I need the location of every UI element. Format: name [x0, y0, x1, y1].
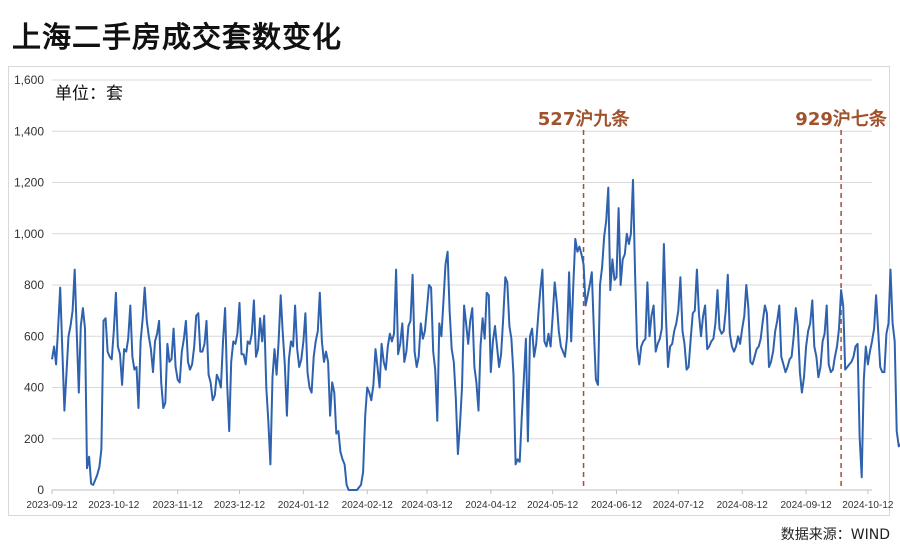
source-note: 数据来源：WIND [780, 527, 890, 543]
x-tick-label: 2024-04-12 [465, 500, 517, 511]
y-tick-label: 1,200 [14, 176, 44, 190]
y-tick-label: 800 [24, 278, 44, 292]
x-tick-label: 2024-08-12 [717, 500, 769, 511]
axes: 0 200 400 600 800 1,000 1,200 1,400 1,600 2023-09… [14, 73, 894, 511]
series-layer [51, 178, 900, 491]
annotation-label: 929沪七条 [795, 108, 888, 130]
y-tick-label: 1,600 [14, 73, 44, 87]
x-tick-label: 2024-03-12 [401, 500, 453, 511]
x-tick-label: 2023-10-12 [88, 500, 140, 511]
y-tick-label: 0 [37, 483, 44, 497]
annotations: 527沪九条 929沪七条 [538, 108, 888, 490]
y-tick-label: 200 [24, 432, 44, 446]
y-tick-label: 1,400 [14, 124, 44, 138]
x-tick-label: 2024-05-12 [527, 500, 579, 511]
grid-lines [52, 79, 872, 491]
x-tick-label: 2024-02-12 [342, 500, 394, 511]
page-title: 上海二手房成交套数变化 [12, 20, 343, 54]
x-tick-label: 2024-06-12 [591, 500, 643, 511]
y-tick-label: 600 [24, 329, 44, 343]
x-tick-label: 2023-12-12 [214, 500, 266, 511]
x-tick-label: 2024-07-12 [653, 500, 705, 511]
x-tick-label: 2023-11-12 [152, 500, 203, 511]
annotation-label: 527沪九条 [538, 108, 631, 130]
x-tick-label: 2024-09-12 [780, 500, 832, 511]
y-tick-label: 400 [24, 381, 44, 395]
unit-label: 单位：套 [55, 84, 123, 104]
x-tick-label: 2024-01-12 [278, 500, 330, 511]
y-tick-label: 1,000 [14, 227, 44, 241]
x-tick-label: 2023-09-12 [26, 500, 78, 511]
series-line [51, 178, 900, 491]
x-tick-label: 2024-10-12 [842, 500, 894, 511]
